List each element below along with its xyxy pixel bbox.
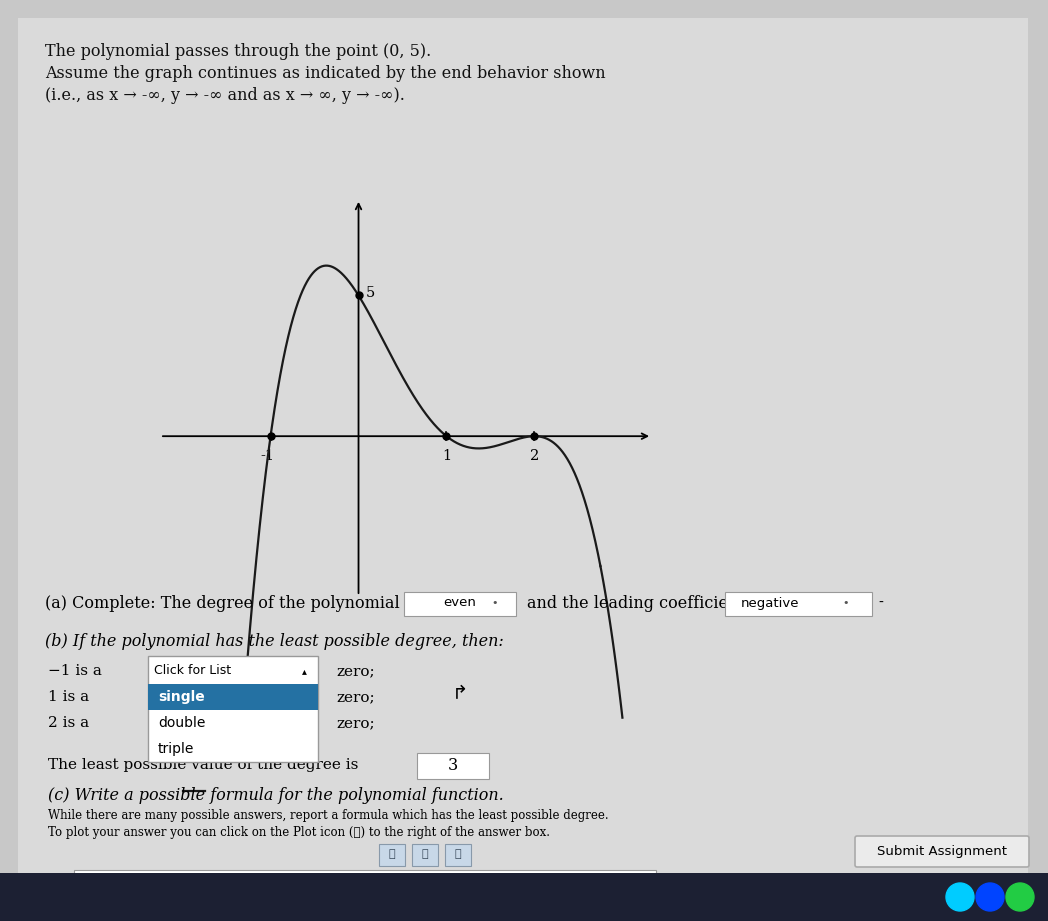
Bar bbox=[0, 873, 1048, 921]
Text: •: • bbox=[492, 598, 498, 608]
Text: zero;: zero; bbox=[336, 716, 374, 730]
Circle shape bbox=[946, 883, 974, 911]
Text: ⎙: ⎙ bbox=[455, 849, 461, 859]
Text: y =: y = bbox=[48, 873, 77, 891]
Text: 1 is a: 1 is a bbox=[48, 690, 89, 704]
FancyBboxPatch shape bbox=[74, 870, 656, 896]
Text: Click for List: Click for List bbox=[154, 664, 232, 678]
Text: (i.e., as x → -∞, y → -∞ and as x → ∞, y → -∞).: (i.e., as x → -∞, y → -∞ and as x → ∞, y… bbox=[45, 87, 405, 104]
Text: and the leading coefficient is: and the leading coefficient is bbox=[527, 594, 763, 612]
FancyBboxPatch shape bbox=[403, 592, 516, 616]
Text: −1 is a: −1 is a bbox=[48, 664, 102, 678]
Text: ⎙: ⎙ bbox=[389, 849, 395, 859]
Text: zero;: zero; bbox=[336, 664, 374, 678]
Bar bbox=[148, 684, 318, 710]
Text: (c) Write a possible formula for the polynomial function.: (c) Write a possible formula for the pol… bbox=[48, 787, 504, 803]
Text: To plot your answer you can click on the Plot icon (🖹) to the right of the answe: To plot your answer you can click on the… bbox=[48, 825, 550, 838]
FancyBboxPatch shape bbox=[445, 844, 471, 866]
Text: double: double bbox=[158, 716, 205, 730]
Text: single: single bbox=[158, 690, 204, 704]
Text: Assume the graph continues as indicated by the end behavior shown: Assume the graph continues as indicated … bbox=[45, 65, 606, 82]
FancyBboxPatch shape bbox=[412, 844, 438, 866]
Text: The polynomial passes through the point (0, 5).: The polynomial passes through the point … bbox=[45, 43, 431, 60]
Text: -1: -1 bbox=[261, 449, 275, 463]
Circle shape bbox=[976, 883, 1004, 911]
Text: 1: 1 bbox=[442, 449, 451, 463]
Text: 2: 2 bbox=[530, 449, 539, 463]
Text: 5: 5 bbox=[366, 286, 375, 300]
Circle shape bbox=[1006, 883, 1034, 911]
Text: ⎙: ⎙ bbox=[421, 849, 429, 859]
Text: negative: negative bbox=[741, 597, 800, 610]
FancyBboxPatch shape bbox=[855, 836, 1029, 867]
Text: ▴: ▴ bbox=[302, 666, 306, 676]
Text: (a) Complete: The degree of the polynomial is: (a) Complete: The degree of the polynomi… bbox=[45, 594, 418, 612]
Text: even: even bbox=[443, 597, 476, 610]
Text: The least possible value of the degree is: The least possible value of the degree i… bbox=[48, 758, 358, 772]
Text: zero;: zero; bbox=[336, 690, 374, 704]
Text: -: - bbox=[878, 596, 883, 610]
FancyBboxPatch shape bbox=[148, 656, 318, 762]
Text: •: • bbox=[843, 598, 849, 608]
Text: While there are many possible answers, report a formula which has the least poss: While there are many possible answers, r… bbox=[48, 809, 609, 822]
Text: ↱: ↱ bbox=[452, 684, 468, 704]
Text: triple: triple bbox=[158, 742, 194, 756]
FancyBboxPatch shape bbox=[417, 753, 489, 779]
FancyBboxPatch shape bbox=[725, 592, 872, 616]
FancyBboxPatch shape bbox=[18, 18, 1028, 873]
Text: 3: 3 bbox=[447, 756, 458, 774]
Text: Submit Assignment: Submit Assignment bbox=[877, 845, 1007, 857]
Text: (b) If the polynomial has the least possible degree, then:: (b) If the polynomial has the least poss… bbox=[45, 633, 504, 649]
Text: 2 is a: 2 is a bbox=[48, 716, 89, 730]
FancyBboxPatch shape bbox=[379, 844, 405, 866]
